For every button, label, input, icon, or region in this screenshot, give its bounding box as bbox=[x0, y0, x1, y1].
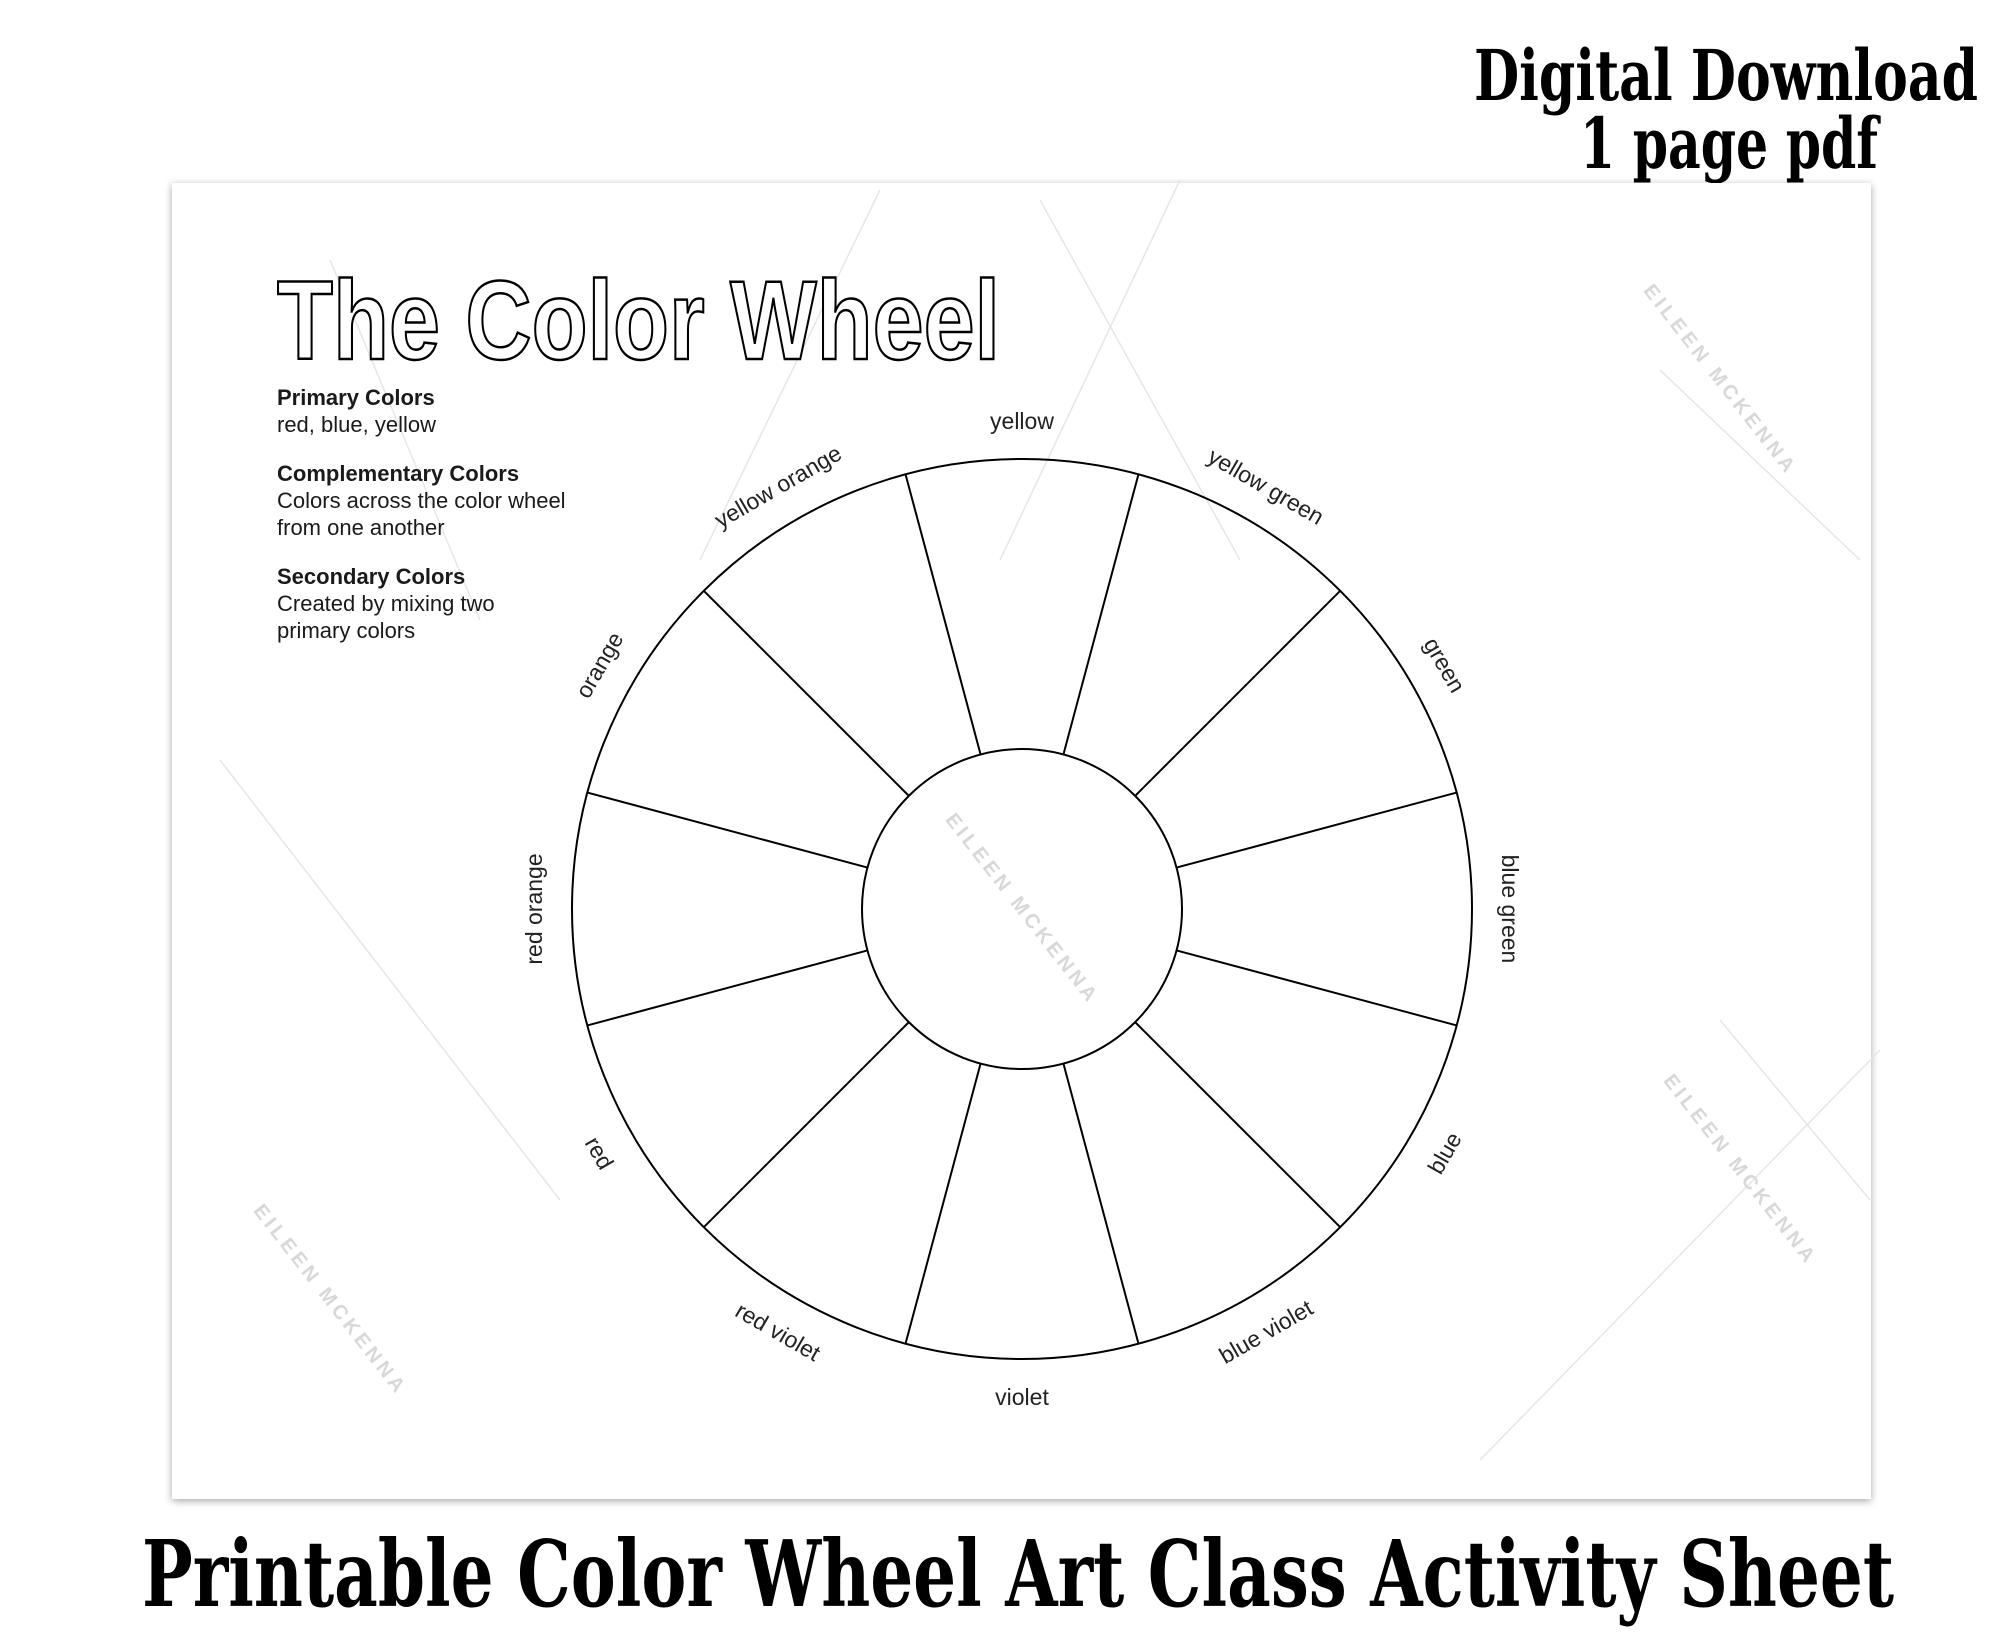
segment-divider bbox=[1176, 791, 1457, 869]
sheet-title: The Color Wheel bbox=[277, 258, 1000, 383]
segment-divider bbox=[587, 791, 868, 869]
product-caption: Printable Color Wheel Art Class Activity… bbox=[142, 1520, 1894, 1628]
segment-divider bbox=[904, 474, 982, 755]
segment-label: violet bbox=[995, 1384, 1049, 1410]
segment-label: red orange bbox=[521, 853, 547, 964]
segment-divider bbox=[1134, 1021, 1341, 1228]
watermark-line bbox=[219, 759, 561, 1201]
definition-text: Created by mixing two bbox=[277, 591, 495, 616]
segment-divider bbox=[1062, 474, 1140, 755]
watermark-line bbox=[1039, 199, 1241, 561]
worksheet-page bbox=[172, 183, 1871, 1499]
segment-label: yellow bbox=[990, 408, 1054, 434]
segment-divider bbox=[703, 1021, 910, 1228]
definition-text: red, blue, yellow bbox=[277, 412, 436, 437]
watermark-line bbox=[1659, 369, 1861, 561]
definition-text: from one another bbox=[277, 515, 445, 540]
watermark-line bbox=[999, 179, 1181, 561]
segment-label: blue green bbox=[1497, 855, 1523, 964]
page-count-label: 1 page pdf bbox=[1580, 102, 1881, 185]
definition-text: primary colors bbox=[277, 618, 415, 643]
definition-heading: Secondary Colors bbox=[277, 564, 465, 589]
definition-heading: Complementary Colors bbox=[277, 461, 519, 486]
definition-heading: Primary Colors bbox=[277, 385, 435, 410]
segment-divider bbox=[1134, 590, 1341, 797]
segment-divider bbox=[904, 1063, 982, 1344]
digital-download-label: Digital Download bbox=[1474, 34, 1978, 117]
segment-divider bbox=[703, 590, 910, 797]
segment-divider bbox=[1176, 949, 1457, 1027]
watermark-line bbox=[699, 189, 881, 561]
watermark-line bbox=[1719, 1019, 1871, 1201]
outer-ring bbox=[571, 458, 1473, 1360]
definition-text: Colors across the color wheel bbox=[277, 488, 566, 513]
center-circle bbox=[861, 748, 1183, 1070]
watermark-line bbox=[1479, 1049, 1881, 1461]
watermark-line bbox=[329, 259, 481, 621]
segment-divider bbox=[587, 949, 868, 1027]
segment-divider bbox=[1062, 1063, 1140, 1344]
